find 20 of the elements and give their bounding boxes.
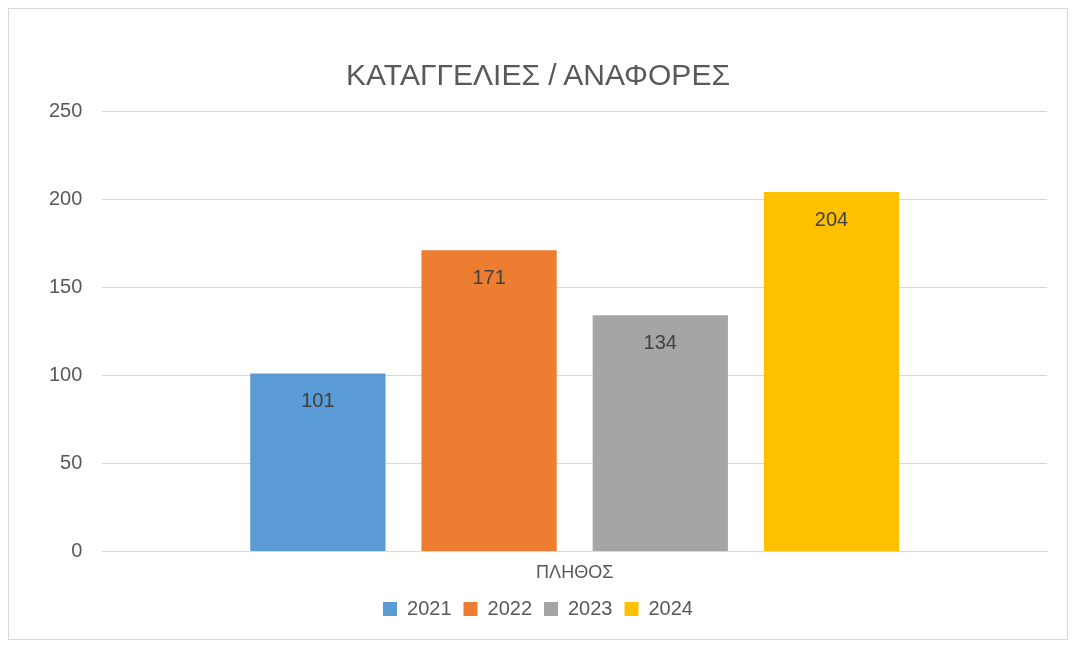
x-tick-label: ΠΛΗΘΟΣ <box>536 562 614 583</box>
bar <box>421 250 557 551</box>
bar <box>592 315 728 551</box>
legend-label: 2021 <box>407 596 452 619</box>
y-tick-label: 0 <box>71 538 83 561</box>
legend-label: 2024 <box>648 596 693 619</box>
bar <box>250 373 386 551</box>
y-tick-label: 250 <box>48 98 83 121</box>
data-label: 101 <box>301 388 335 411</box>
legend-label: 2022 <box>487 596 533 619</box>
y-tick-label: 200 <box>48 186 83 209</box>
bar <box>763 192 900 551</box>
data-label: 134 <box>643 330 677 353</box>
data-label: 204 <box>814 207 849 230</box>
y-tick-label: 50 <box>60 450 83 473</box>
chart-title: ΚΑΤΑΓΓΕΛΙΕΣ / ΑΝΑΦΟΡΕΣ <box>346 58 730 92</box>
legend-label: 2023 <box>568 596 613 619</box>
y-tick-label: 100 <box>48 362 83 385</box>
data-label: 171 <box>472 265 506 288</box>
y-tick-label: 150 <box>48 274 83 297</box>
